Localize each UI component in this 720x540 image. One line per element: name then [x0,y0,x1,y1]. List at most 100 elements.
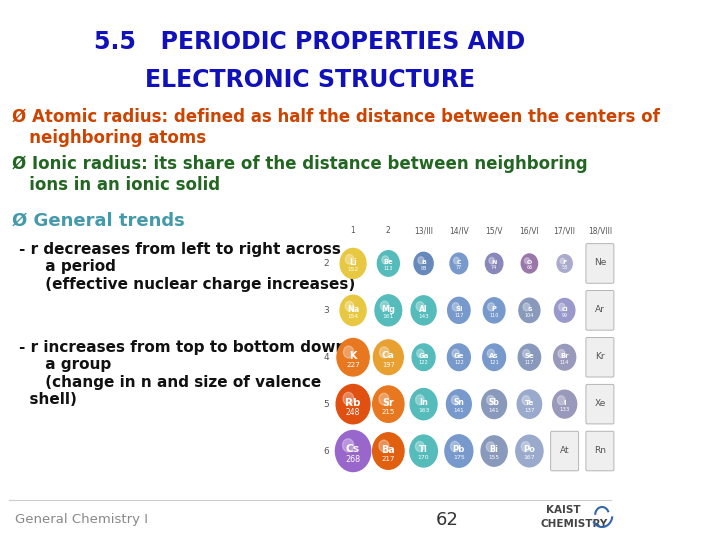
Text: 137: 137 [524,408,535,413]
Text: 5.5   PERIODIC PROPERTIES AND: 5.5 PERIODIC PROPERTIES AND [94,30,526,54]
Text: Cl: Cl [562,307,568,312]
Circle shape [410,389,437,420]
Circle shape [557,255,572,272]
Circle shape [343,393,354,405]
FancyBboxPatch shape [551,431,579,471]
Text: 133: 133 [559,408,570,413]
Text: 2: 2 [323,259,329,268]
Circle shape [557,396,565,404]
Text: 2: 2 [386,226,391,235]
Text: 62: 62 [436,511,459,529]
Text: Br: Br [560,353,569,359]
Text: Ca: Ca [382,352,395,360]
Text: N: N [492,260,497,265]
FancyBboxPatch shape [586,291,614,330]
Text: Ga: Ga [418,353,429,359]
Text: 99: 99 [562,313,567,318]
Text: 170: 170 [418,455,429,460]
Circle shape [454,257,459,264]
Circle shape [451,395,459,404]
Text: Ø Atomic radius: defined as half the distance between the centers of
   neighbor: Ø Atomic radius: defined as half the dis… [12,108,660,147]
Text: 16/VI: 16/VI [520,226,539,235]
Text: - r increases from top to bottom down
     a group
     (change in n and size of: - r increases from top to bottom down a … [19,340,346,407]
Text: Xe: Xe [594,399,606,408]
Circle shape [343,346,354,358]
Text: Al: Al [419,305,428,314]
Text: 117: 117 [525,360,534,365]
Circle shape [524,258,530,264]
Circle shape [519,298,540,322]
Circle shape [374,340,403,375]
Text: As: As [490,353,499,359]
Text: I: I [563,400,566,406]
Text: Ge: Ge [454,353,464,359]
Text: 17/VII: 17/VII [554,226,576,235]
Text: Rb: Rb [346,397,361,408]
FancyBboxPatch shape [586,431,614,471]
Text: 121: 121 [490,360,499,365]
Text: 215: 215 [382,409,395,415]
Circle shape [485,253,503,274]
Text: 122: 122 [454,360,464,366]
Text: Cs: Cs [346,444,360,454]
Text: Sn: Sn [454,399,464,408]
Circle shape [481,436,507,466]
Text: 5: 5 [323,400,329,409]
Circle shape [554,345,576,370]
Text: 141: 141 [454,408,464,413]
Circle shape [417,349,424,358]
Circle shape [482,344,505,370]
Text: 18/VIII: 18/VIII [588,226,612,235]
Text: Sr: Sr [382,397,395,408]
Text: C: C [456,260,461,265]
Text: 6: 6 [323,447,329,456]
Circle shape [346,254,354,264]
Text: - r decreases from left to right across
     a period
     (effective nuclear ch: - r decreases from left to right across … [19,242,355,292]
Circle shape [380,301,389,311]
Circle shape [447,344,470,370]
Circle shape [452,302,459,311]
Circle shape [412,344,435,370]
Text: At: At [560,446,570,455]
Circle shape [522,396,530,404]
Text: 268: 268 [346,455,361,464]
Circle shape [379,440,389,452]
Circle shape [487,395,495,404]
Text: S: S [527,307,531,312]
Circle shape [450,253,468,274]
Text: Bi: Bi [490,446,498,454]
Circle shape [521,442,530,451]
Circle shape [382,256,389,264]
Text: 155: 155 [489,455,500,460]
Text: 217: 217 [382,456,395,462]
Text: 161: 161 [382,314,394,319]
Circle shape [379,347,389,358]
Text: 113: 113 [384,266,393,271]
Circle shape [521,254,538,273]
Circle shape [486,442,495,451]
Circle shape [560,258,565,264]
Circle shape [414,252,433,274]
Text: 227: 227 [346,362,360,368]
Text: 143: 143 [418,314,429,319]
Text: 74: 74 [491,265,498,270]
Text: 154: 154 [348,314,359,319]
Text: ELECTRONIC STRUCTURE: ELECTRONIC STRUCTURE [145,68,474,92]
Text: O: O [527,260,532,265]
FancyBboxPatch shape [586,384,614,424]
Circle shape [410,435,437,467]
Text: Mg: Mg [382,305,395,314]
Circle shape [482,390,506,418]
Text: P: P [492,306,497,312]
Circle shape [336,430,371,471]
Text: Li: Li [349,258,357,267]
Circle shape [373,433,404,469]
Circle shape [340,295,366,326]
Circle shape [373,386,404,422]
Circle shape [418,257,424,264]
Text: 15/V: 15/V [485,226,503,235]
Circle shape [448,298,470,323]
Text: 248: 248 [346,408,360,417]
Circle shape [416,302,424,311]
Text: Sb: Sb [489,399,500,408]
